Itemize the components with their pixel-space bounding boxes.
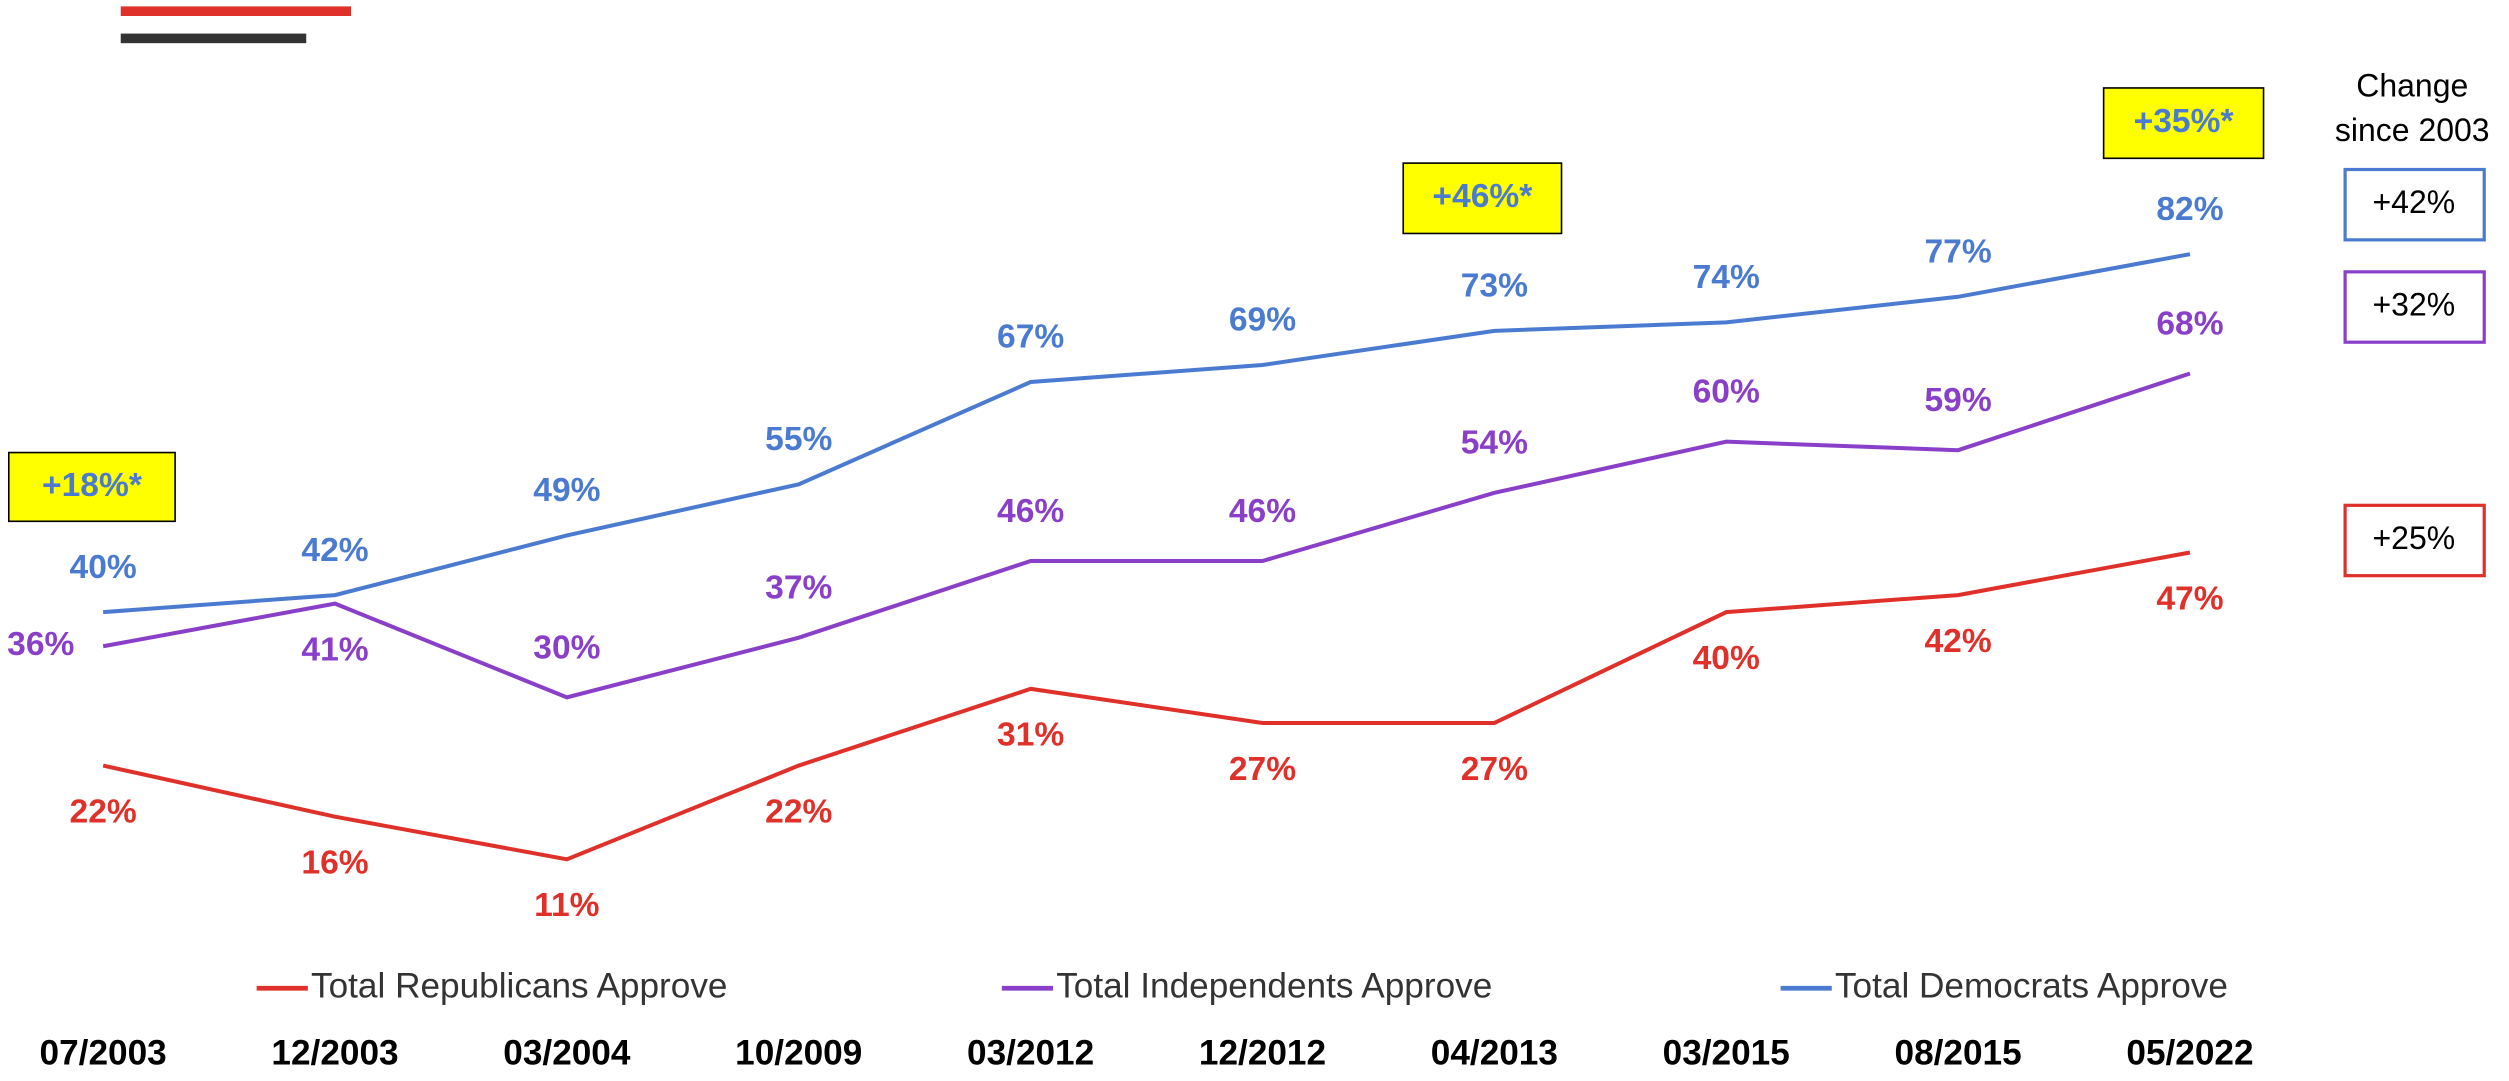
annotation-box bbox=[7, 451, 176, 523]
value-label: 73% bbox=[1461, 268, 1528, 305]
line-series bbox=[102, 371, 2191, 700]
annotation: +35%* bbox=[2134, 103, 2235, 140]
annotation: +18%* bbox=[42, 467, 143, 504]
value-label: 40% bbox=[70, 549, 137, 586]
change-box bbox=[2343, 503, 2486, 578]
value-label: 74% bbox=[1693, 259, 1760, 296]
change-title: since 2003 bbox=[2335, 112, 2490, 148]
value-label: 68% bbox=[2156, 305, 2223, 342]
legend-label: Total Independents Approve bbox=[1056, 967, 1492, 1006]
value-label: 49% bbox=[533, 472, 600, 509]
value-label: 46% bbox=[997, 493, 1064, 530]
value-label: 30% bbox=[533, 629, 600, 666]
change-value: +32% bbox=[2373, 286, 2456, 322]
value-label: 36% bbox=[7, 626, 74, 663]
change-box bbox=[2343, 167, 2486, 242]
value-label: 82% bbox=[2156, 191, 2223, 228]
x-tick-label: 03/2012 bbox=[967, 1034, 1094, 1073]
x-tick-label: 03/2015 bbox=[1663, 1034, 1790, 1073]
value-label: 42% bbox=[301, 532, 368, 569]
value-label: 59% bbox=[1925, 382, 1992, 419]
change-value: +42% bbox=[2373, 184, 2456, 220]
value-label: 37% bbox=[765, 570, 832, 607]
value-label: 47% bbox=[2156, 580, 2223, 617]
value-label: 67% bbox=[997, 319, 1064, 356]
change-box bbox=[2343, 270, 2486, 344]
value-label: 46% bbox=[1229, 493, 1296, 530]
value-label: 40% bbox=[1693, 640, 1760, 677]
value-label: 55% bbox=[765, 421, 832, 458]
line-series bbox=[102, 252, 2191, 615]
x-tick-label: 03/2004 bbox=[503, 1034, 631, 1073]
value-label: 22% bbox=[70, 793, 137, 830]
value-label: 22% bbox=[765, 793, 832, 830]
annotation: +46%* bbox=[1432, 178, 1533, 215]
value-label: 27% bbox=[1229, 751, 1296, 788]
annotation-box bbox=[2102, 87, 2265, 160]
x-tick-label: 12/2003 bbox=[271, 1034, 398, 1073]
value-label: 69% bbox=[1229, 302, 1296, 339]
x-tick-label: 10/2009 bbox=[735, 1034, 862, 1073]
logo-bar bbox=[120, 33, 307, 44]
value-label: 42% bbox=[1925, 623, 1992, 660]
value-label: 54% bbox=[1461, 425, 1528, 462]
value-label: 27% bbox=[1461, 751, 1528, 788]
value-label: 31% bbox=[997, 717, 1064, 754]
logo-bar bbox=[120, 6, 352, 16]
value-label: 60% bbox=[1693, 374, 1760, 411]
x-tick-label: 07/2003 bbox=[40, 1034, 167, 1073]
x-tick-label: 04/2013 bbox=[1431, 1034, 1558, 1073]
x-tick-label: 12/2012 bbox=[1199, 1034, 1326, 1073]
annotation-box bbox=[1402, 162, 1563, 235]
change-value: +25% bbox=[2373, 520, 2456, 556]
value-label: 41% bbox=[301, 631, 368, 668]
value-label: 16% bbox=[301, 845, 368, 882]
change-title: Change bbox=[2356, 67, 2468, 103]
x-tick-label: 05/2022 bbox=[2126, 1034, 2253, 1073]
legend-label: Total Republicans Approve bbox=[311, 967, 727, 1006]
line-series bbox=[102, 550, 2191, 862]
legend-label: Total Democrats Approve bbox=[1835, 967, 2228, 1006]
value-label: 77% bbox=[1925, 233, 1992, 270]
x-tick-label: 08/2015 bbox=[1895, 1034, 2022, 1073]
value-label: 11% bbox=[534, 887, 599, 924]
